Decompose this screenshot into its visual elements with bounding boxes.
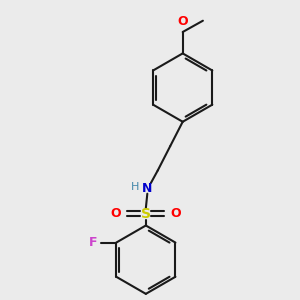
Text: H: H <box>130 182 139 193</box>
Text: F: F <box>89 236 98 249</box>
Text: N: N <box>142 182 152 195</box>
Text: O: O <box>111 207 122 220</box>
Text: S: S <box>141 207 151 220</box>
Text: O: O <box>177 15 188 28</box>
Text: O: O <box>170 207 181 220</box>
